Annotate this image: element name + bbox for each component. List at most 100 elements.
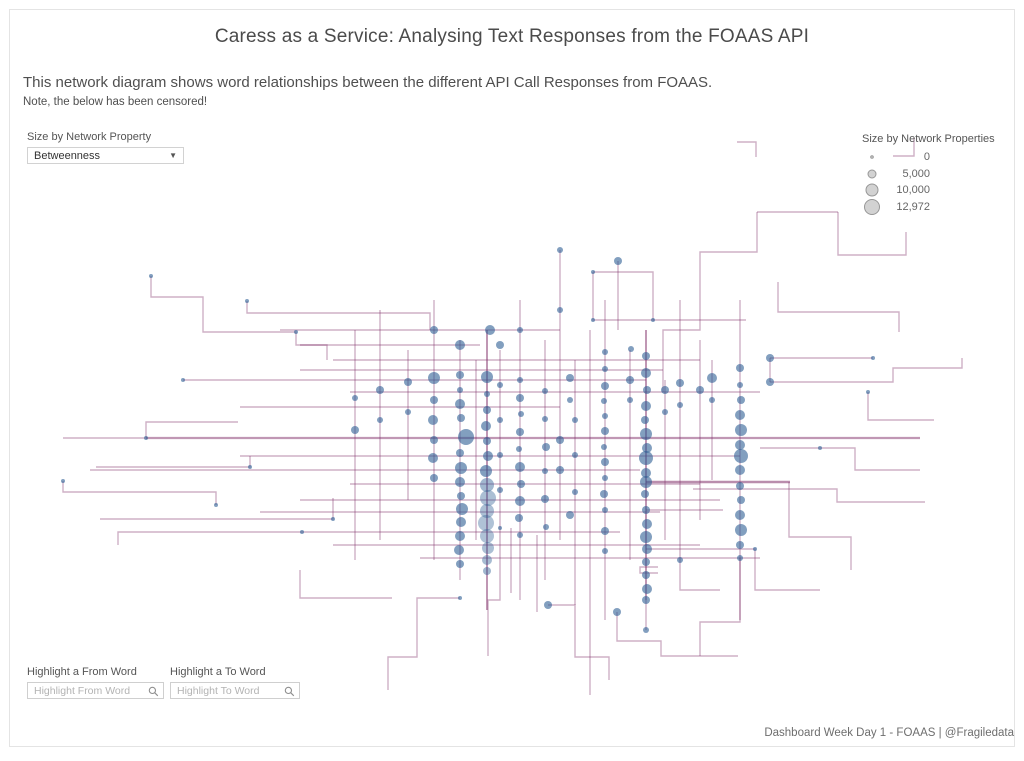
network-node[interactable]	[736, 364, 744, 372]
network-node[interactable]	[455, 399, 465, 409]
network-node[interactable]	[735, 524, 747, 536]
network-edge[interactable]	[117, 531, 302, 545]
network-node[interactable]	[294, 330, 298, 334]
network-node[interactable]	[480, 465, 492, 477]
network-node[interactable]	[480, 504, 494, 518]
network-node[interactable]	[735, 440, 745, 450]
network-node[interactable]	[516, 446, 522, 452]
network-node[interactable]	[557, 247, 563, 253]
network-node[interactable]	[642, 584, 652, 594]
network-node[interactable]	[430, 474, 438, 482]
network-edge[interactable]	[867, 392, 934, 421]
network-node[interactable]	[677, 402, 683, 408]
network-edge[interactable]	[592, 271, 654, 321]
network-node[interactable]	[567, 397, 573, 403]
network-node[interactable]	[455, 462, 467, 474]
network-node[interactable]	[643, 386, 651, 394]
network-node[interactable]	[457, 414, 465, 422]
network-node[interactable]	[641, 468, 651, 478]
network-node[interactable]	[456, 517, 466, 527]
network-node[interactable]	[457, 387, 463, 393]
network-node[interactable]	[456, 449, 464, 457]
network-edge[interactable]	[893, 138, 915, 157]
network-node[interactable]	[430, 436, 438, 444]
network-node[interactable]	[543, 524, 549, 530]
network-node[interactable]	[737, 382, 743, 388]
network-edge[interactable]	[548, 604, 610, 680]
network-node[interactable]	[642, 596, 650, 604]
network-node[interactable]	[601, 427, 609, 435]
network-node[interactable]	[481, 371, 493, 383]
network-node[interactable]	[456, 560, 464, 568]
network-node[interactable]	[707, 373, 717, 383]
network-edge[interactable]	[62, 481, 217, 505]
network-node[interactable]	[456, 371, 464, 379]
network-edge[interactable]	[693, 488, 925, 503]
network-node[interactable]	[300, 530, 304, 534]
network-node[interactable]	[485, 325, 495, 335]
network-node[interactable]	[662, 409, 668, 415]
network-node[interactable]	[642, 352, 650, 360]
network-edge[interactable]	[616, 612, 738, 657]
network-node[interactable]	[515, 496, 525, 506]
network-node[interactable]	[544, 601, 552, 609]
network-node[interactable]	[482, 542, 494, 554]
network-node[interactable]	[641, 368, 651, 378]
network-node[interactable]	[737, 555, 743, 561]
network-node[interactable]	[478, 515, 494, 531]
network-node[interactable]	[454, 545, 464, 555]
network-node[interactable]	[602, 366, 608, 372]
search-icon[interactable]	[148, 686, 159, 697]
network-node[interactable]	[709, 397, 715, 403]
network-node[interactable]	[626, 376, 634, 384]
chevron-down-icon[interactable]: ▼	[169, 150, 177, 160]
network-node[interactable]	[735, 465, 745, 475]
network-node[interactable]	[498, 526, 502, 530]
network-node[interactable]	[541, 495, 549, 503]
from-word-input[interactable]	[28, 684, 163, 697]
network-node[interactable]	[428, 415, 438, 425]
network-node[interactable]	[517, 532, 523, 538]
network-node[interactable]	[591, 270, 595, 274]
network-edge[interactable]	[699, 212, 758, 320]
network-node[interactable]	[643, 627, 649, 633]
network-node[interactable]	[542, 468, 548, 474]
network-node[interactable]	[572, 489, 578, 495]
network-node[interactable]	[602, 548, 608, 554]
network-node[interactable]	[248, 465, 252, 469]
network-edge[interactable]	[150, 276, 328, 360]
network-node[interactable]	[517, 377, 523, 383]
network-node[interactable]	[677, 557, 683, 563]
network-node[interactable]	[483, 567, 491, 575]
network-node[interactable]	[601, 382, 609, 390]
network-node[interactable]	[405, 409, 411, 415]
network-node[interactable]	[516, 394, 524, 402]
search-icon[interactable]	[284, 686, 295, 697]
to-word-search-box[interactable]	[170, 682, 300, 699]
network-node[interactable]	[518, 411, 524, 417]
network-node[interactable]	[642, 571, 650, 579]
network-node[interactable]	[483, 406, 491, 414]
network-node[interactable]	[628, 346, 634, 352]
network-node[interactable]	[736, 541, 744, 549]
network-node[interactable]	[766, 354, 774, 362]
network-node[interactable]	[601, 444, 607, 450]
network-node[interactable]	[642, 544, 652, 554]
network-node[interactable]	[542, 388, 548, 394]
network-node[interactable]	[376, 386, 384, 394]
network-node[interactable]	[181, 378, 185, 382]
network-node[interactable]	[556, 436, 564, 444]
network-node[interactable]	[515, 462, 525, 472]
network-node[interactable]	[640, 428, 652, 440]
network-property-dropdown[interactable]: Betweenness ▼	[27, 147, 184, 164]
network-edge[interactable]	[788, 482, 852, 570]
network-node[interactable]	[735, 510, 745, 520]
network-node[interactable]	[497, 487, 503, 493]
network-node[interactable]	[627, 397, 633, 403]
network-node[interactable]	[600, 490, 608, 498]
network-node[interactable]	[556, 466, 564, 474]
network-node[interactable]	[601, 527, 609, 535]
network-node[interactable]	[572, 452, 578, 458]
network-node[interactable]	[602, 349, 608, 355]
network-node[interactable]	[483, 451, 493, 461]
